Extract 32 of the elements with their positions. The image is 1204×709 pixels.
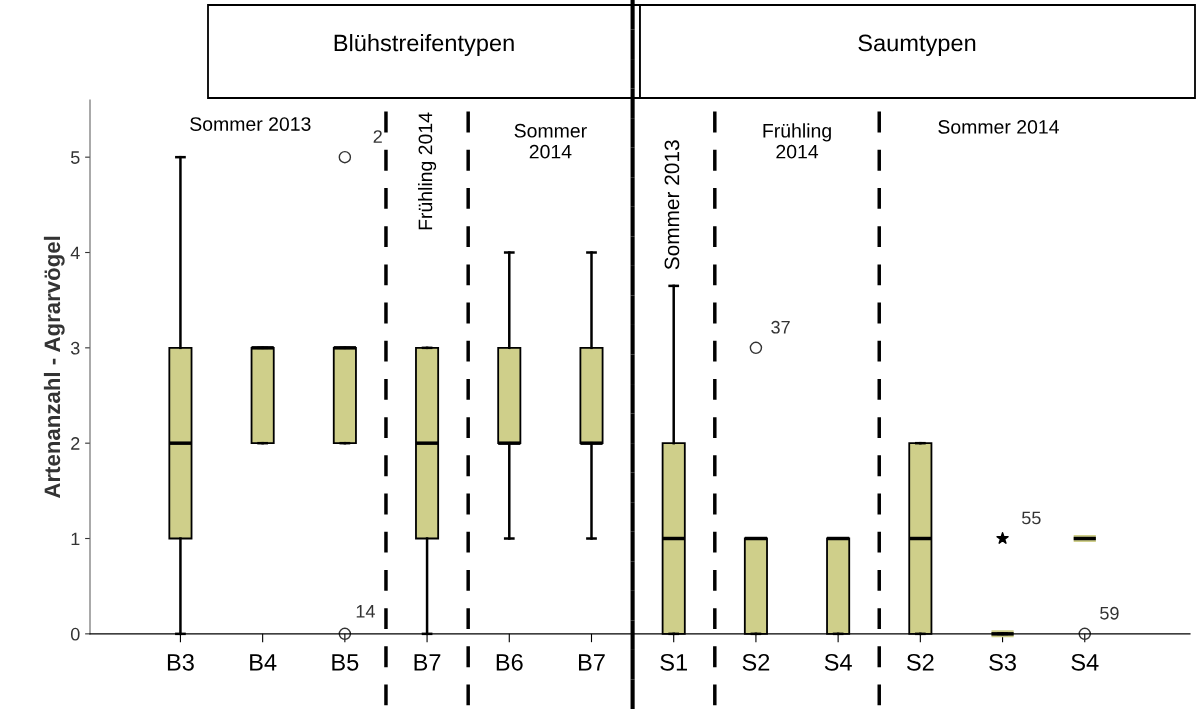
x-tick-label: B6 <box>496 653 523 671</box>
x-tick-label: S2 <box>742 653 770 671</box>
x-tick-label: S4 <box>824 653 852 671</box>
text: Blühstreifentypen <box>334 34 514 56</box>
x-tick-label: S3 <box>989 653 1016 671</box>
annotation: 14 <box>356 605 375 618</box>
text: Saumtypen <box>858 34 976 56</box>
annotation: Sommer 2013 <box>190 117 311 131</box>
x-tick-label: B7 <box>578 654 605 671</box>
annotation: 37 <box>771 320 790 334</box>
x-tick-label: S4 <box>1071 653 1099 671</box>
y-tick-label: 1 <box>71 532 80 546</box>
y-tick-label: 5 <box>70 151 80 164</box>
y-tick-label: 3 <box>70 341 80 355</box>
annotation: 59 <box>1100 606 1119 620</box>
x-tick-label: S2 <box>906 653 934 671</box>
annotation: 55 <box>1022 511 1041 525</box>
y-tick-label: 2 <box>71 437 80 450</box>
annotation: Sommer 2014 <box>514 123 587 159</box>
y-tick-label: 0 <box>70 627 80 641</box>
annotation: Sommer 2013 <box>664 140 680 270</box>
annotation: Frühling 2014 <box>763 123 831 159</box>
x-tick-label: S1 <box>660 653 687 671</box>
x-tick-label: B4 <box>250 654 277 671</box>
annotation: Frühling 2014 <box>418 112 437 230</box>
x-tick-label: B3 <box>167 653 194 671</box>
annotation: 2 <box>373 130 382 143</box>
x-tick-label: B7 <box>414 654 441 671</box>
y-tick-label: 4 <box>70 246 80 260</box>
y-axis-title: Artenanzahl - Agrarvögel <box>43 236 65 499</box>
x-tick-label: B5 <box>332 654 359 671</box>
annotation: Sommer 2014 <box>938 120 1059 134</box>
